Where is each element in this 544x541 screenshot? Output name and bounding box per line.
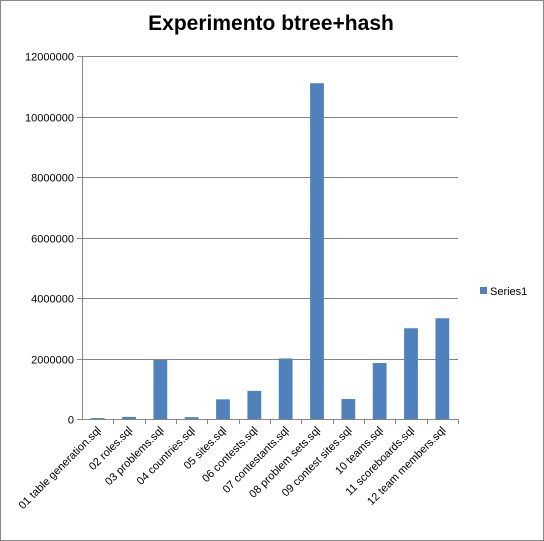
bar (216, 399, 230, 419)
bar (341, 399, 356, 419)
bar (90, 418, 105, 419)
bar (435, 318, 450, 419)
x-tick-label: 06 contests.sql (200, 425, 260, 485)
bar (278, 358, 293, 419)
bar (404, 328, 418, 419)
y-tick-label: 10000000 (25, 113, 74, 125)
bars (90, 83, 450, 419)
y-tick-label: 2000000 (31, 355, 74, 367)
bar (184, 417, 199, 419)
bar (153, 360, 168, 419)
y-tick-label: 6000000 (31, 234, 74, 246)
bar (310, 83, 324, 419)
legend-label: Series1 (490, 286, 527, 298)
bar (122, 416, 136, 419)
bar (372, 363, 387, 419)
bar (247, 390, 262, 419)
chart-title: Experimento btree+hash (148, 12, 394, 35)
y-tick-label: 8000000 (31, 173, 74, 185)
y-tick-label: 4000000 (31, 294, 74, 306)
y-tick-labels: 0 2000000 4000000 6000000 8000000 10000000 120… (25, 52, 74, 427)
legend-swatch (480, 287, 487, 294)
gridlines (82, 56, 458, 360)
axes (77, 56, 459, 424)
y-tick-label: 12000000 (25, 52, 74, 64)
legend: Series1 (480, 286, 527, 298)
y-tick-label: 0 (68, 415, 74, 427)
